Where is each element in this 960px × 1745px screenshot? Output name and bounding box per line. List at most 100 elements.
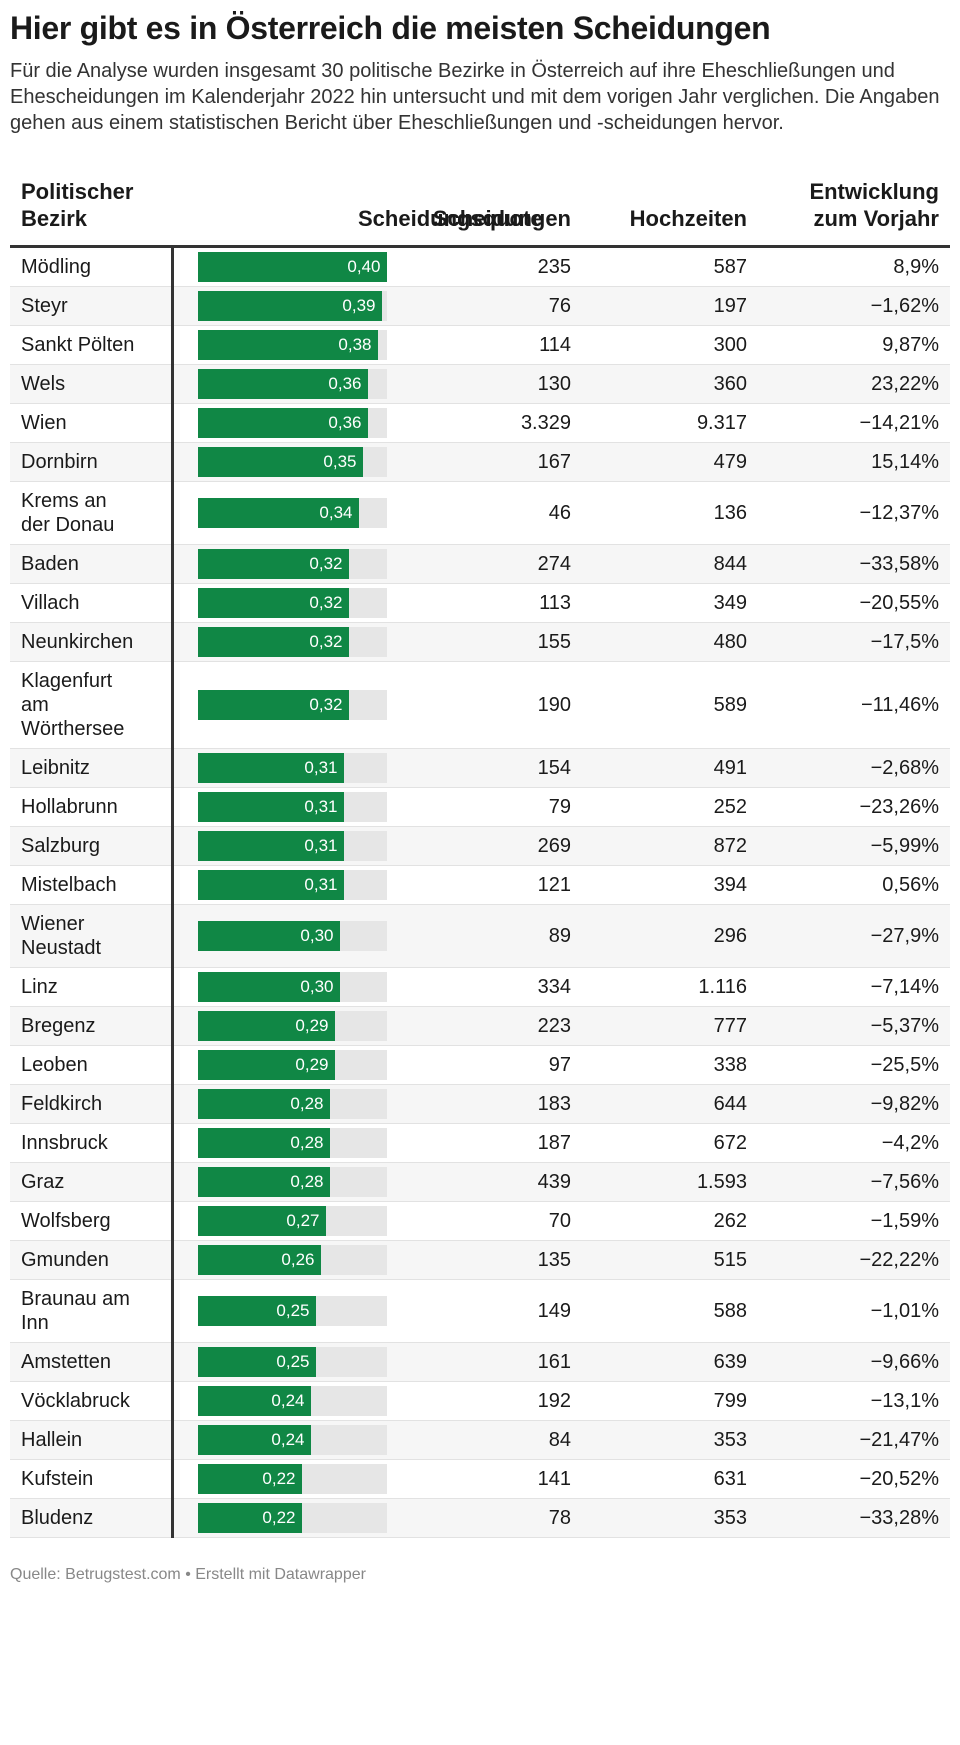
bar: 0,32 (197, 627, 349, 657)
cell-hochzeiten: 587 (582, 246, 758, 287)
bar-track: 0,28 (197, 1089, 387, 1119)
cell-entwicklung: −27,9% (758, 904, 950, 968)
table-row: Mödling 0,40 235 587 8,9% (10, 246, 950, 287)
table-row: Graz 0,28 439 1.593 −7,56% (10, 1162, 950, 1202)
bar: 0,27 (197, 1206, 326, 1236)
bar-value-label: 0,32 (309, 695, 343, 714)
cell-scheidungsquote: 0,39 (170, 286, 402, 326)
bar: 0,30 (197, 972, 340, 1002)
cell-scheidungen: 141 (402, 1459, 582, 1499)
header-hochzeiten[interactable]: Hochzeiten (582, 178, 758, 248)
bar-track: 0,28 (197, 1128, 387, 1158)
cell-hochzeiten: 872 (582, 826, 758, 866)
cell-scheidungen: 97 (402, 1045, 582, 1085)
cell-scheidungsquote: 0,31 (170, 748, 402, 788)
bar: 0,24 (197, 1425, 311, 1455)
cell-scheidungen: 135 (402, 1240, 582, 1280)
bar-track: 0,36 (197, 369, 387, 399)
bar-track: 0,29 (197, 1011, 387, 1041)
cell-entwicklung: −1,59% (758, 1201, 950, 1241)
bar-value-label: 0,28 (290, 1094, 324, 1113)
cell-scheidungen: 235 (402, 246, 582, 287)
cell-scheidungsquote: 0,29 (170, 1006, 402, 1046)
header-scheidungsquote[interactable]: Scheidungsquote (172, 178, 543, 248)
cell-bezirk: Vöcklabruck (10, 1381, 172, 1421)
chart-description: Für die Analyse wurden insgesamt 30 poli… (10, 60, 940, 134)
header-scheidungen[interactable]: Scheidungen (402, 178, 582, 248)
cell-bezirk: Sankt Pölten (10, 325, 172, 365)
cell-scheidungsquote: 0,31 (170, 826, 402, 866)
cell-scheidungsquote: 0,32 (170, 661, 402, 749)
cell-scheidungsquote: 0,25 (170, 1279, 402, 1343)
cell-hochzeiten: 480 (582, 622, 758, 662)
table-row: Wiener Neustadt 0,30 89 296 −27,9% (10, 904, 950, 968)
cell-entwicklung: −7,14% (758, 967, 950, 1007)
cell-hochzeiten: 338 (582, 1045, 758, 1085)
table-row: Krems an der Donau 0,34 46 136 −12,37% (10, 481, 950, 545)
cell-hochzeiten: 639 (582, 1342, 758, 1382)
cell-entwicklung: −14,21% (758, 403, 950, 443)
cell-entwicklung: −12,37% (758, 481, 950, 545)
cell-scheidungen: 161 (402, 1342, 582, 1382)
chart-title: Hier gibt es in Österreich die meisten S… (10, 10, 771, 46)
table-body: Mödling 0,40 235 587 8,9% Steyr 0,39 76 197 −1,62… (10, 246, 950, 1538)
bar-value-label: 0,27 (286, 1211, 320, 1230)
cell-scheidungsquote: 0,34 (170, 481, 402, 545)
cell-hochzeiten: 300 (582, 325, 758, 365)
source-note: Quelle: Betrugstest.com • Erstellt mit D… (10, 1566, 366, 1583)
cell-scheidungen: 84 (402, 1420, 582, 1460)
table-row: Wolfsberg 0,27 70 262 −1,59% (10, 1201, 950, 1241)
bar-value-label: 0,31 (304, 758, 338, 777)
cell-bezirk: Dornbirn (10, 442, 172, 482)
bar-value-label: 0,29 (295, 1016, 329, 1035)
cell-scheidungsquote: 0,24 (170, 1381, 402, 1421)
cell-entwicklung: −1,01% (758, 1279, 950, 1343)
cell-bezirk: Baden (10, 544, 172, 584)
bar-track: 0,34 (197, 498, 387, 528)
chart-container: Hier gibt es in Österreich die meisten S… (10, 10, 950, 1583)
cell-scheidungsquote: 0,35 (170, 442, 402, 482)
bar-track: 0,29 (197, 1050, 387, 1080)
cell-bezirk: Kufstein (10, 1459, 172, 1499)
bar-track: 0,32 (197, 690, 387, 720)
table-row: Linz 0,30 334 1.116 −7,14% (10, 967, 950, 1007)
cell-scheidungen: 190 (402, 661, 582, 749)
bar-track: 0,38 (197, 330, 387, 360)
bar-value-label: 0,28 (290, 1172, 324, 1191)
cell-entwicklung: −2,68% (758, 748, 950, 788)
bar-value-label: 0,34 (319, 503, 353, 522)
cell-scheidungen: 149 (402, 1279, 582, 1343)
cell-entwicklung: −33,58% (758, 544, 950, 584)
cell-scheidungen: 167 (402, 442, 582, 482)
cell-bezirk: Bludenz (10, 1498, 172, 1538)
cell-hochzeiten: 136 (582, 481, 758, 545)
header-entwicklung[interactable]: Entwicklung zum Vorjahr (758, 178, 950, 248)
cell-hochzeiten: 515 (582, 1240, 758, 1280)
table-row: Villach 0,32 113 349 −20,55% (10, 583, 950, 623)
bar-track: 0,35 (197, 447, 387, 477)
bar-track: 0,39 (197, 291, 387, 321)
cell-scheidungsquote: 0,28 (170, 1123, 402, 1163)
cell-scheidungsquote: 0,32 (170, 544, 402, 584)
cell-hochzeiten: 844 (582, 544, 758, 584)
cell-hochzeiten: 631 (582, 1459, 758, 1499)
cell-entwicklung: −11,46% (758, 661, 950, 749)
bar: 0,22 (197, 1503, 302, 1533)
cell-hochzeiten: 479 (582, 442, 758, 482)
cell-hochzeiten: 197 (582, 286, 758, 326)
cell-bezirk: Linz (10, 967, 172, 1007)
bar-value-label: 0,30 (300, 926, 334, 945)
bar-track: 0,22 (197, 1503, 387, 1533)
bar: 0,29 (197, 1011, 335, 1041)
bar: 0,28 (197, 1167, 330, 1197)
cell-scheidungen: 78 (402, 1498, 582, 1538)
header-bezirk[interactable]: Politischer Bezirk (10, 178, 172, 248)
bar-value-label: 0,25 (276, 1301, 310, 1320)
cell-hochzeiten: 491 (582, 748, 758, 788)
bar: 0,34 (197, 498, 359, 528)
bar: 0,32 (197, 588, 349, 618)
bar: 0,40 (197, 252, 387, 282)
cell-scheidungen: 76 (402, 286, 582, 326)
bar-track: 0,32 (197, 627, 387, 657)
cell-scheidungsquote: 0,30 (170, 904, 402, 968)
